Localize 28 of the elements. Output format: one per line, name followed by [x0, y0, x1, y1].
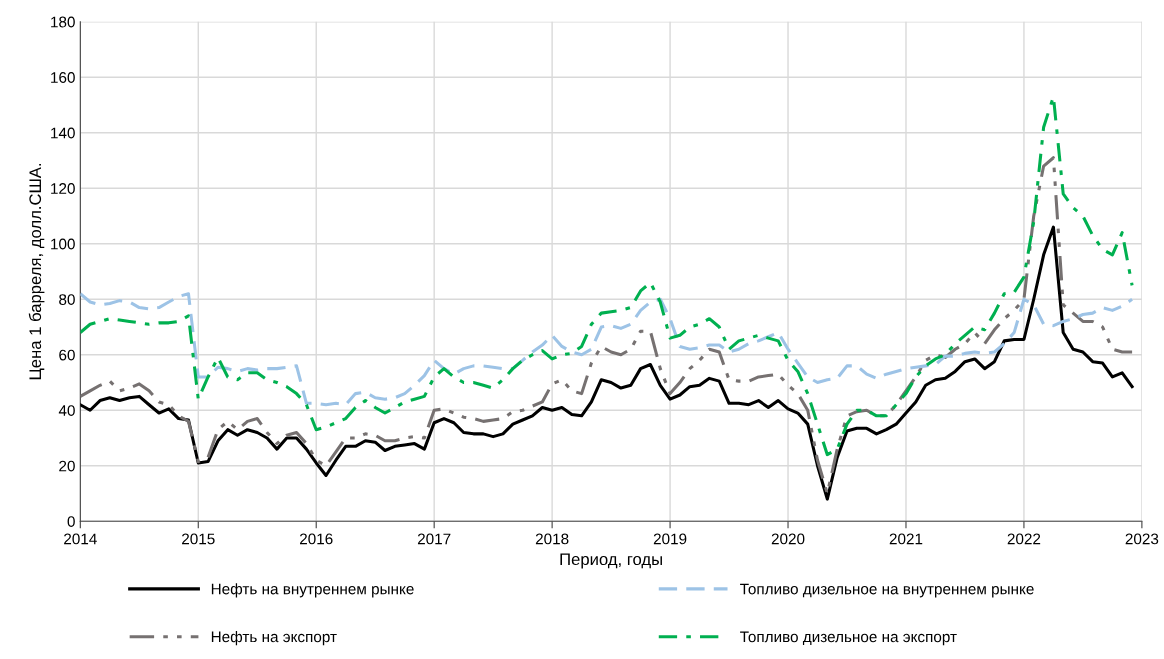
x-tick-label: 2023: [1125, 533, 1159, 545]
x-tick-label: 2021: [889, 533, 923, 545]
y-tick-label: 180: [51, 16, 75, 28]
x-tick-label: 2018: [535, 533, 569, 545]
y-tick-label: 120: [51, 183, 75, 194]
x-tick-label: 2019: [653, 533, 687, 545]
y-tick-label: 160: [51, 72, 75, 83]
line-series: [80, 225, 1134, 501]
y-axis-title: Цена 1 барреля, долл.США.: [28, 164, 45, 380]
x-tick-label: 2015: [182, 533, 215, 545]
x-tick-label: 2016: [300, 533, 333, 545]
legend-label: Нефть на внутреннем рынке: [211, 583, 414, 598]
y-tick-label: 80: [59, 294, 75, 305]
x-tick-label: 2022: [1007, 533, 1041, 545]
legend-label: Топливо дизельное на экспорт: [740, 631, 957, 646]
y-tick-label: 140: [51, 127, 75, 139]
legend-label: Нефть на экспорт: [211, 631, 337, 646]
legend-label: Топливо дизельное на внутреннем рынке: [740, 583, 1034, 598]
y-tick-label: 40: [58, 405, 75, 416]
x-axis-title: Период, годы: [560, 553, 662, 569]
y-tick-label: 0: [67, 516, 75, 527]
y-tick-label: 100: [51, 238, 75, 250]
y-tick-label: 20: [59, 460, 75, 472]
x-tick-label: 2014: [64, 533, 97, 545]
line-series: [80, 292, 1134, 407]
y-tick-label: 60: [59, 349, 75, 361]
x-tick-label: 2020: [771, 533, 805, 545]
x-tick-label: 2017: [417, 533, 451, 545]
